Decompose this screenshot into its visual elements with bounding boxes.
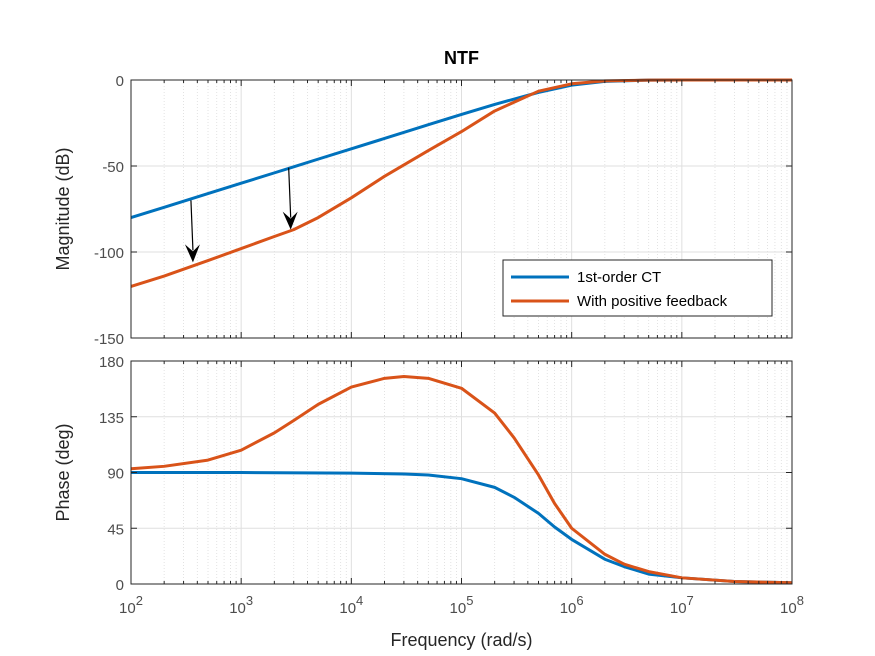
- y-tick-label: 135: [99, 410, 124, 427]
- x-tick-label: 108: [780, 593, 804, 617]
- x-tick-label: 107: [670, 593, 694, 617]
- annotation-arrow-shaft: [190, 200, 194, 251]
- y-tick-label: 45: [107, 521, 124, 538]
- y-tick-label: 180: [99, 354, 124, 371]
- annotation-arrow-shaft: [288, 167, 292, 218]
- x-tick-label: 104: [339, 593, 363, 617]
- y-tick-label: -50: [102, 159, 124, 176]
- x-tick-label: 105: [450, 593, 474, 617]
- x-axis-label: Frequency (rad/s): [390, 630, 532, 650]
- y-tick-label: 0: [116, 73, 124, 90]
- y-tick-label: -150: [94, 331, 124, 348]
- series-line: [130, 374, 793, 585]
- annotation-arrow-head: [282, 211, 298, 230]
- x-tick-label: 102: [119, 593, 143, 617]
- legend-label: 1st-order CT: [577, 269, 661, 286]
- x-tick-label: 106: [560, 593, 584, 617]
- series-line: [131, 471, 793, 585]
- annotation-arrow-head: [184, 244, 200, 263]
- legend-box: [502, 259, 773, 317]
- y-tick-label: 90: [107, 466, 124, 483]
- y-tick-label: 0: [116, 577, 124, 594]
- chart-title: NTF: [444, 48, 479, 68]
- y-tick-label: -100: [94, 245, 124, 262]
- x-tick-label: 103: [229, 593, 253, 617]
- legend-label: With positive feedback: [577, 293, 728, 310]
- magnitude-axes: 0 -50 -100 -150 Magnitude (dB) NTF 1st-order C…: [53, 48, 793, 348]
- y-axis-label: Magnitude (dB): [53, 147, 73, 270]
- phase-axes: 0 45 90 135 180 Phase (deg) 102 103 104 105 106 107…: [53, 354, 804, 650]
- series-line: [130, 78, 792, 288]
- y-axis-label: Phase (deg): [53, 423, 73, 521]
